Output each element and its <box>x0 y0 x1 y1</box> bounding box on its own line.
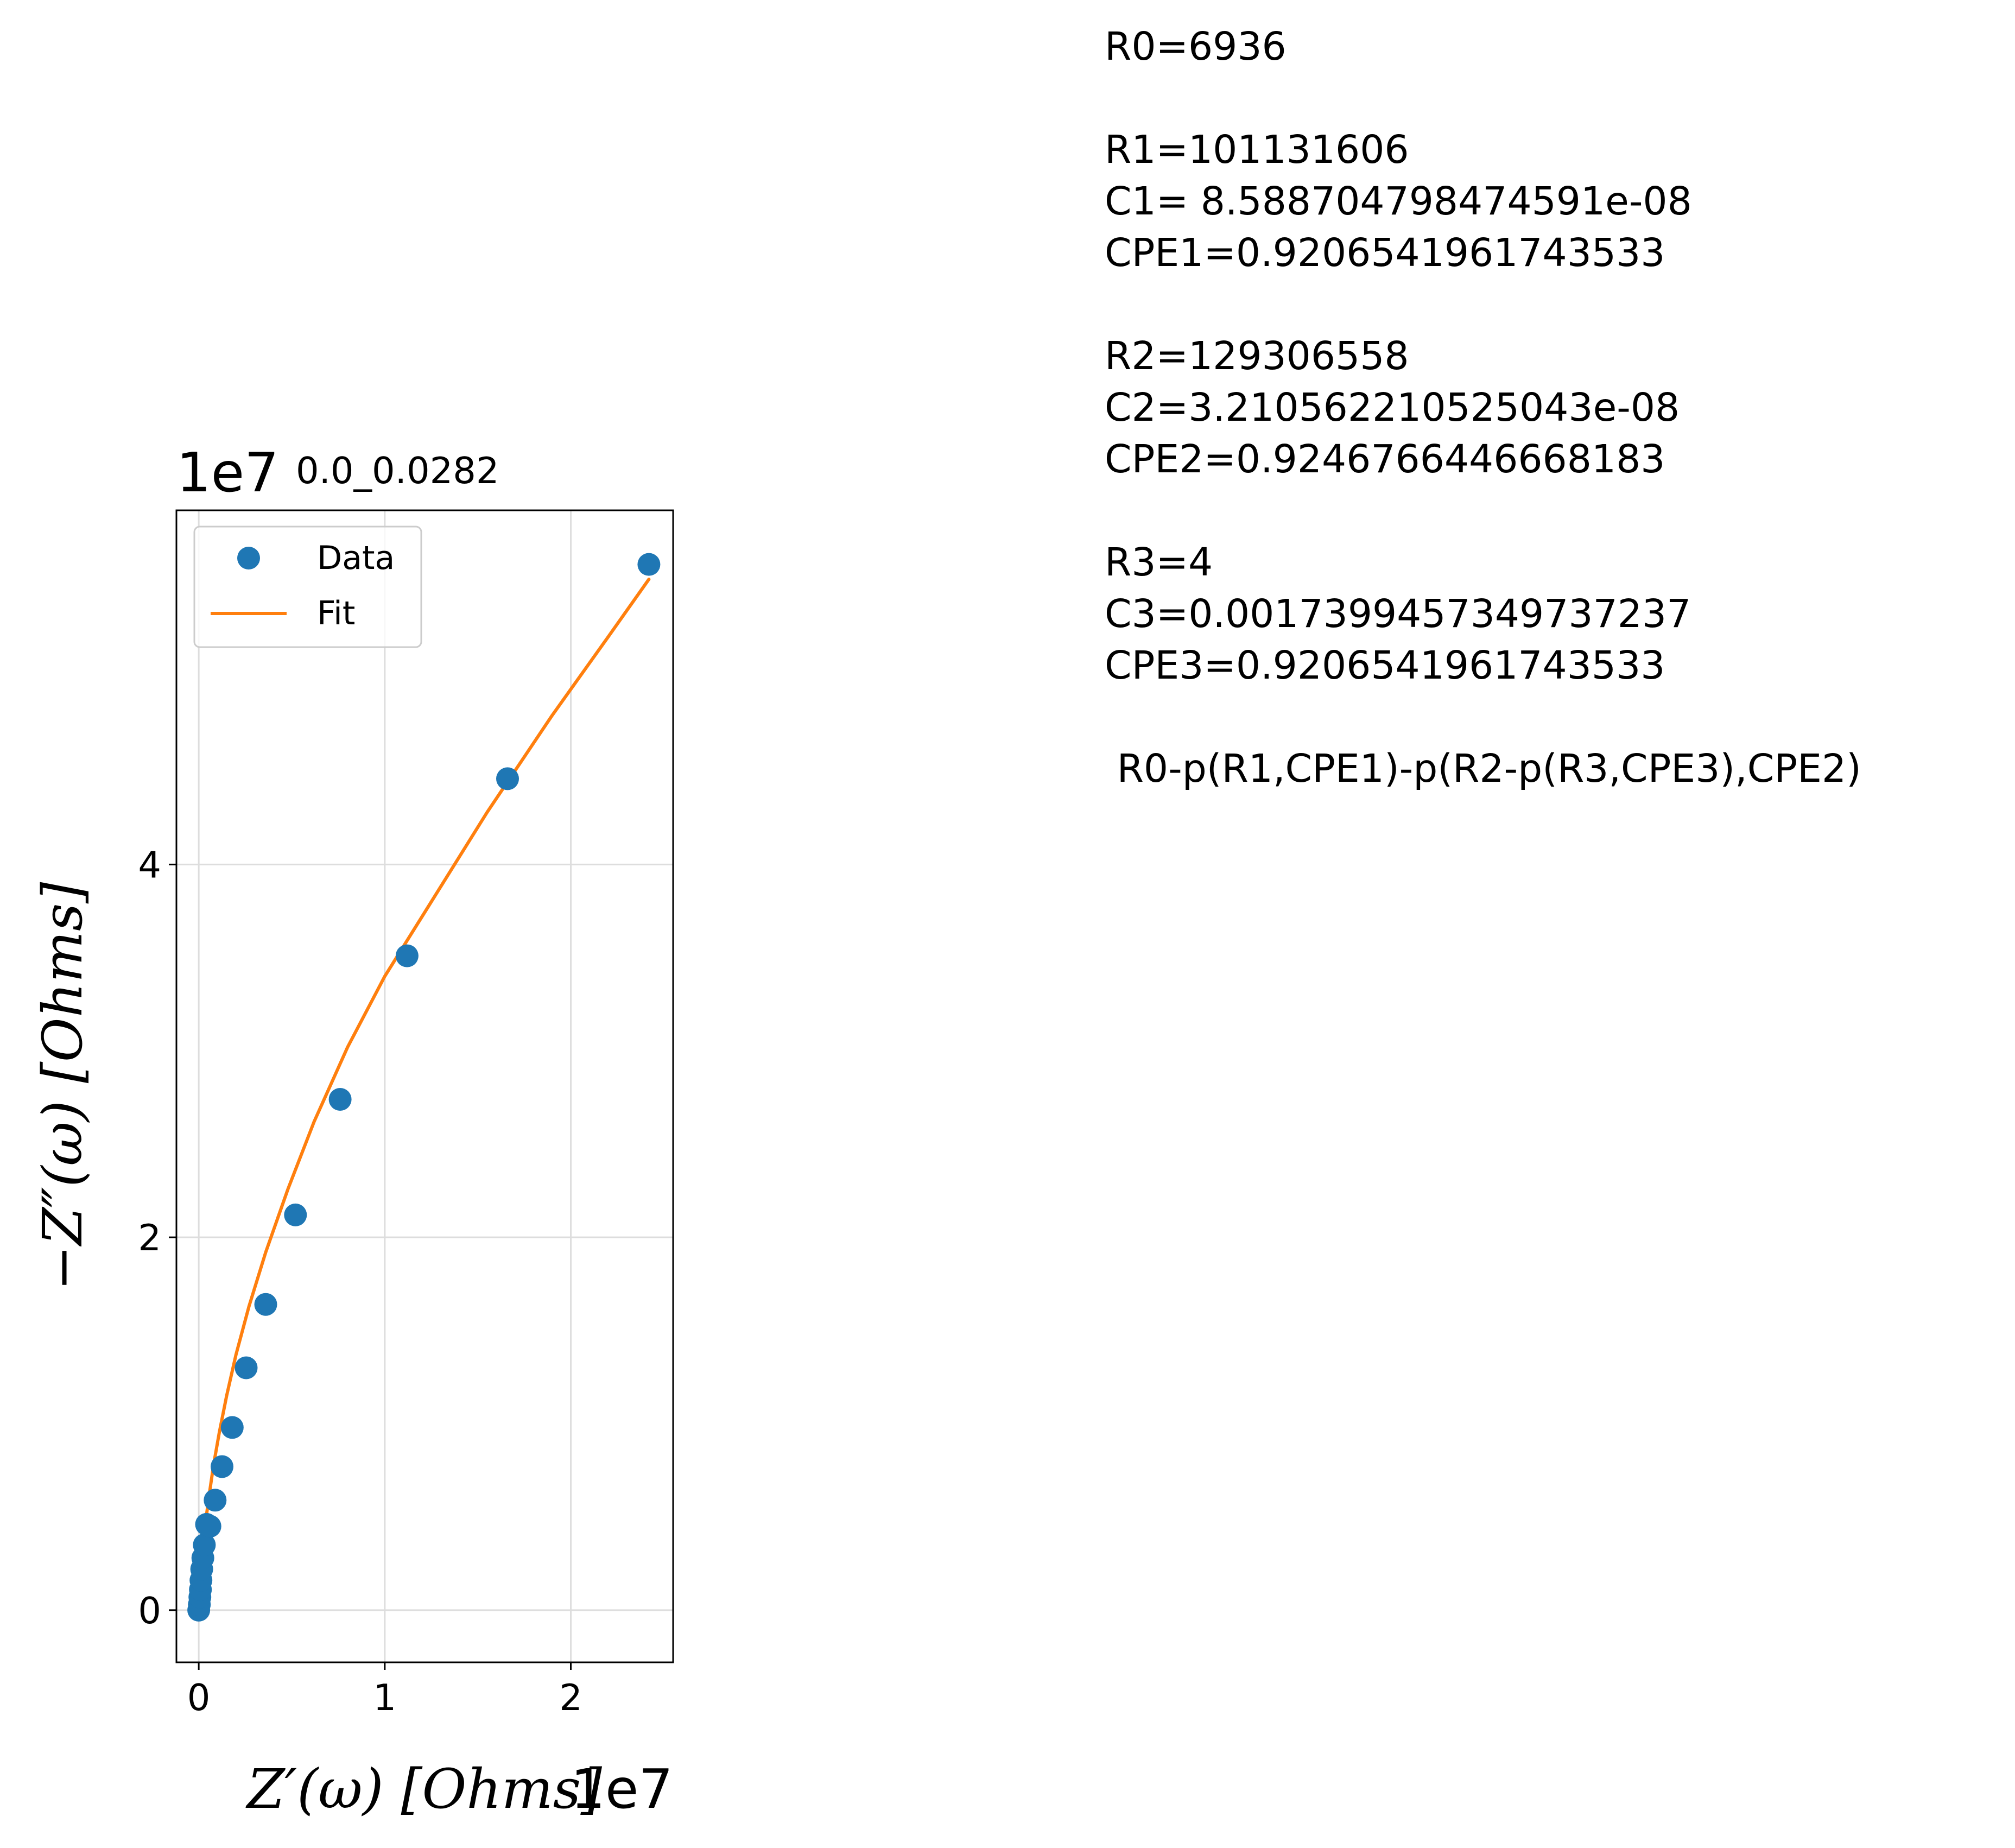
data-point <box>496 767 519 790</box>
data-point <box>193 1533 216 1556</box>
legend-data-marker <box>237 547 260 569</box>
data-point <box>211 1455 233 1478</box>
x-tick-label: 0 <box>187 1676 211 1719</box>
plot-frame <box>175 509 674 1663</box>
legend-fit-label: Fit <box>317 594 355 632</box>
data-series <box>187 553 661 1622</box>
legend-data-label: Data <box>317 539 395 577</box>
y-tick-label: 2 <box>138 1217 161 1259</box>
data-point <box>328 1088 352 1111</box>
x-axis-ticks: 0 1 2 <box>187 1662 582 1719</box>
data-point <box>235 1356 258 1379</box>
x-axis-offset-label: 1e7 <box>571 1757 673 1821</box>
legend: Data Fit <box>193 526 422 648</box>
chart-title: 0.0_0.0282 <box>296 450 499 492</box>
data-point <box>204 1489 227 1512</box>
data-point <box>637 553 661 576</box>
y-axis-offset-label: 1e7 <box>176 441 279 504</box>
data-point <box>284 1203 307 1226</box>
y-tick-label: 0 <box>138 1590 161 1632</box>
y-tick-label: 4 <box>138 844 161 886</box>
x-tick-label: 2 <box>559 1676 582 1719</box>
x-axis-label: Z′(ω) [Ohms] <box>245 1757 603 1821</box>
y-axis-ticks: 0 2 4 <box>138 844 176 1632</box>
y-axis-label: −Z″(ω) [Ohms] <box>31 882 94 1291</box>
fit-parameters-text: R0=6936 R1=101131606 C1= 8.5887047984745… <box>1105 24 1861 791</box>
data-point <box>198 1515 221 1538</box>
x-tick-label: 1 <box>373 1676 396 1719</box>
data-point <box>254 1293 277 1316</box>
data-point <box>220 1416 244 1439</box>
data-point <box>395 944 419 967</box>
grid <box>176 510 673 1662</box>
